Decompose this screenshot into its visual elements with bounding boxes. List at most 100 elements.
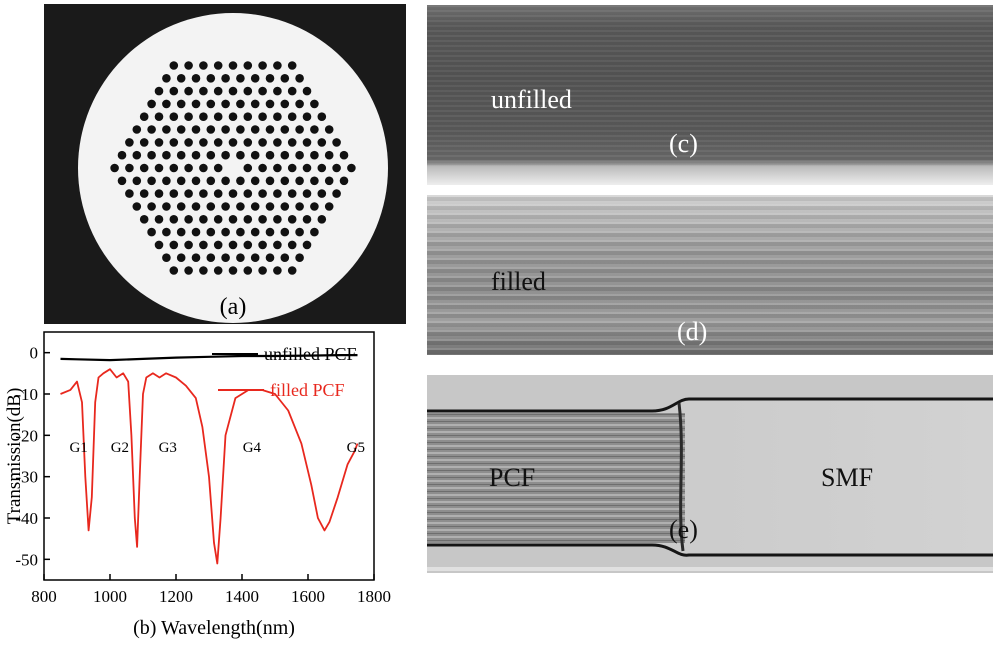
air-hole — [265, 150, 275, 160]
air-hole — [213, 240, 223, 250]
air-hole — [250, 202, 260, 211]
air-hole — [250, 227, 260, 237]
x-axis-ticks: 800 1000 1200 1400 1600 1800 — [31, 574, 391, 606]
air-hole — [199, 266, 208, 275]
air-hole — [287, 240, 297, 250]
air-hole — [258, 189, 267, 198]
air-hole — [147, 227, 156, 237]
y-tick-label: -10 — [15, 385, 38, 404]
air-hole — [199, 61, 208, 70]
air-hole — [176, 227, 186, 237]
air-hole — [199, 112, 208, 121]
air-hole — [139, 189, 149, 198]
air-hole — [243, 266, 253, 275]
air-hole — [199, 240, 208, 250]
air-hole — [162, 125, 171, 134]
transmission-chart: 0 -10 -20 -30 -40 -50 800 1000 1200 1400 1600 1800… — [0, 324, 410, 642]
air-hole — [184, 112, 193, 121]
air-hole — [184, 266, 193, 275]
air-hole — [213, 61, 223, 70]
band-gap-label: G4 — [243, 440, 262, 456]
splice-micrograph: PCF SMF (e) — [427, 375, 993, 573]
air-hole — [332, 138, 341, 147]
air-hole — [310, 150, 319, 160]
air-hole — [162, 176, 171, 186]
panel-e-label: (e) — [669, 515, 698, 544]
air-hole — [154, 215, 164, 224]
air-hole — [258, 215, 267, 224]
air-hole — [273, 163, 282, 173]
air-hole — [339, 150, 349, 160]
x-tick-label: 1800 — [357, 587, 391, 606]
air-hole — [243, 240, 253, 250]
air-hole — [191, 253, 201, 262]
air-hole — [287, 163, 297, 173]
air-hole — [169, 61, 179, 70]
air-hole — [162, 150, 171, 160]
air-hole — [213, 138, 223, 147]
band-gap-annotations: G1 G2 G3 G4 G5 — [69, 440, 365, 456]
smf-text: SMF — [821, 463, 874, 492]
x-tick-label: 1000 — [93, 587, 127, 606]
air-hole — [324, 176, 334, 186]
air-hole — [184, 240, 193, 250]
air-hole — [228, 266, 238, 275]
air-hole — [265, 74, 275, 83]
air-hole — [139, 112, 149, 121]
air-hole — [347, 163, 356, 173]
air-hole — [176, 125, 186, 134]
air-hole — [265, 253, 275, 262]
air-hole — [250, 176, 260, 186]
air-hole — [273, 138, 282, 147]
air-hole — [206, 150, 216, 160]
air-hole — [221, 202, 230, 211]
air-hole — [162, 202, 171, 211]
air-hole — [310, 99, 319, 109]
y-tick-label: -40 — [15, 509, 38, 528]
air-hole — [169, 163, 179, 173]
air-hole — [302, 86, 312, 96]
air-hole — [110, 163, 119, 173]
air-hole — [154, 240, 164, 250]
air-hole — [280, 253, 290, 262]
air-hole — [228, 189, 238, 198]
air-hole — [273, 86, 282, 96]
panel-a-label: (a) — [220, 294, 247, 320]
air-hole — [236, 176, 245, 186]
air-hole — [191, 99, 201, 109]
air-hole — [139, 215, 149, 224]
air-hole — [324, 125, 334, 134]
air-hole — [169, 240, 179, 250]
air-hole — [191, 202, 201, 211]
air-hole — [154, 86, 164, 96]
air-hole — [206, 227, 216, 237]
air-hole — [250, 125, 260, 134]
air-hole — [221, 99, 230, 109]
y-tick-label: 0 — [30, 344, 39, 363]
air-hole — [169, 86, 179, 96]
air-hole — [258, 138, 267, 147]
series-line-unfilled — [60, 354, 358, 362]
air-hole — [310, 176, 319, 186]
filled-micrograph: filled (d) — [427, 195, 993, 355]
air-hole — [132, 202, 142, 211]
air-hole — [206, 125, 216, 134]
air-hole — [213, 266, 223, 275]
air-hole — [169, 112, 179, 121]
air-hole — [117, 150, 127, 160]
air-hole — [287, 61, 297, 70]
air-hole — [162, 227, 171, 237]
air-hole — [287, 86, 297, 96]
air-hole — [236, 253, 245, 262]
air-hole — [191, 74, 201, 83]
pcf-text: PCF — [489, 463, 536, 492]
air-hole — [317, 112, 327, 121]
splice-drawing — [427, 375, 993, 573]
y-tick-label: -20 — [15, 426, 38, 445]
air-hole — [184, 163, 193, 173]
air-hole — [147, 99, 156, 109]
air-hole — [243, 86, 253, 96]
air-hole — [169, 266, 179, 275]
air-hole — [154, 163, 164, 173]
air-hole — [191, 125, 201, 134]
